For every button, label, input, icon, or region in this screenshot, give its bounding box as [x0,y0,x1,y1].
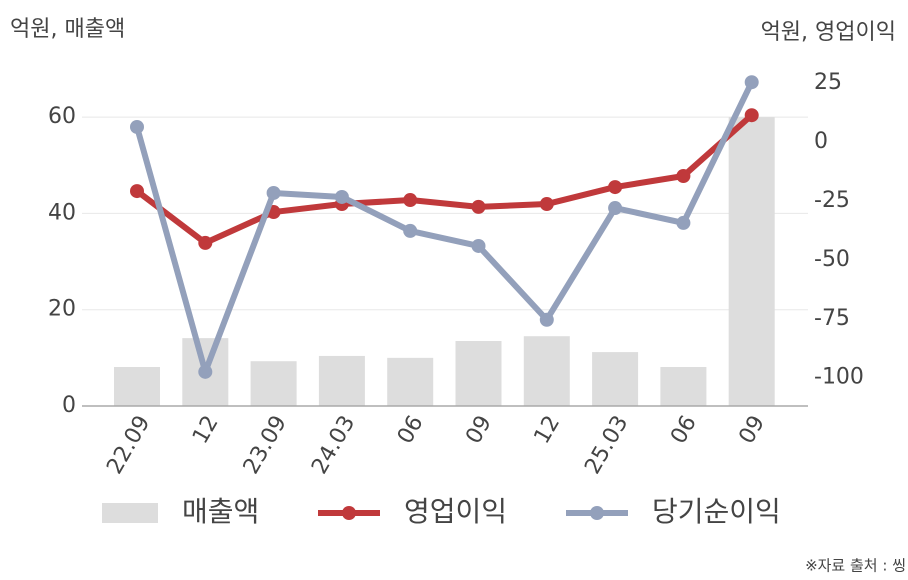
x-tick-label: 06 [393,412,429,449]
y2-tick-label: 0 [814,129,828,154]
bar [728,117,775,407]
line-point [471,238,486,253]
right-axis-title: 억원, 영업이익 [761,20,896,45]
y2-tick-label: -75 [814,306,850,331]
y2-tick-label: -50 [814,247,850,272]
y2-tick-label: -100 [814,365,864,390]
line-point [608,201,623,216]
line-point [744,108,759,123]
x-tick-label: 12 [530,412,566,449]
line-point [403,193,418,208]
x-tick-label: 22.09 [102,412,155,479]
plot [82,116,808,407]
x-tick-label: 12 [188,412,224,449]
line-series [134,80,755,375]
left-axis-title: 억원, 매출액 [10,17,125,42]
line-series [135,112,754,246]
line-point [334,189,349,204]
line-point [676,215,691,230]
x-tick-label: 06 [666,412,702,449]
line-point [198,364,213,379]
y-tick-label: 40 [48,200,76,225]
y2-tick-label: 25 [814,70,842,95]
y-tick-label: 60 [48,104,76,129]
bar [318,355,365,406]
line-point [471,199,486,214]
bar [523,336,570,406]
line-point [266,185,281,200]
legend-label: 당기순이익 [652,495,781,528]
line-point [198,235,213,250]
source-note: ※자료 출처 : 씽 [805,557,906,575]
line-point [608,180,623,195]
legend-label: 매출액 [182,495,259,528]
x-tick-label: 09 [461,412,497,449]
legend-swatch [102,503,158,523]
x-tick-label: 23.09 [239,412,292,479]
line-point [676,168,691,183]
bar [592,352,639,406]
x-tick-label: 24.03 [307,412,360,479]
legend-marker [342,506,356,520]
x-tick-label: 25.03 [580,412,633,479]
y2-tick-label: -25 [814,188,850,213]
line-point [744,75,759,90]
bar [114,367,160,406]
bar [455,341,502,406]
line-point [539,312,554,327]
line-point [130,184,144,199]
y-tick-label: 20 [48,297,76,322]
bar [250,361,297,406]
x-tick-label: 09 [734,412,770,449]
line-point [403,223,418,238]
y-tick-label: 0 [62,393,76,418]
bar [660,367,707,406]
bar [387,357,434,406]
legend-label: 영업이익 [404,495,507,528]
legend-marker [590,506,604,520]
line-point [130,119,144,134]
line-point [539,197,554,212]
